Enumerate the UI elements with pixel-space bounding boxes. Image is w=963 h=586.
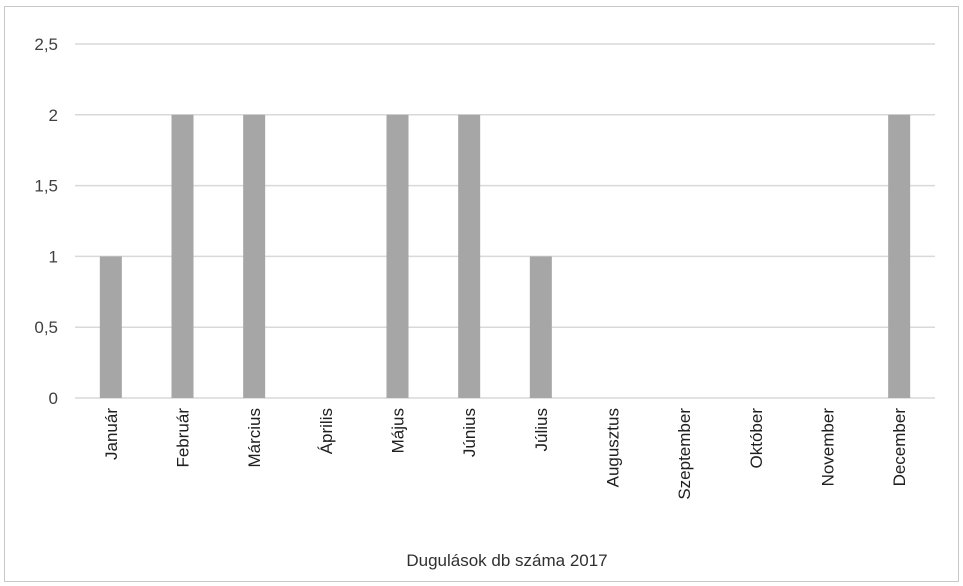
- bar: [530, 256, 552, 398]
- bar: [458, 115, 480, 398]
- x-axis-category-labels: Január Február Március Április Május Június Jú…: [102, 408, 909, 500]
- bar: [387, 115, 409, 398]
- x-category-label: Június: [460, 408, 479, 457]
- x-axis-title: Dugulások db száma 2017: [406, 551, 607, 570]
- y-axis-tick-labels: 0 0,5 1 1,5 2 2,5: [34, 35, 58, 408]
- bar: [243, 115, 265, 398]
- x-category-label: Május: [389, 408, 408, 453]
- x-category-label: Augusztus: [604, 408, 623, 487]
- x-category-label: December: [890, 408, 909, 487]
- y-tick-label: 2: [49, 106, 58, 125]
- x-category-label: Január: [102, 408, 121, 460]
- x-category-label: Április: [317, 408, 336, 454]
- x-category-label: Október: [747, 408, 766, 469]
- x-category-label: Március: [245, 408, 264, 468]
- x-category-label: Február: [174, 408, 193, 468]
- bar: [172, 115, 194, 398]
- gridlines: [75, 44, 935, 398]
- x-category-label: November: [819, 408, 838, 487]
- y-tick-label: 0,5: [34, 318, 58, 337]
- x-category-label: Július: [532, 408, 551, 451]
- y-tick-label: 1,5: [34, 177, 58, 196]
- y-tick-label: 2,5: [34, 35, 58, 54]
- bar: [888, 115, 910, 398]
- bar: [100, 256, 122, 398]
- x-category-label: Szeptember: [675, 408, 694, 500]
- y-tick-label: 0: [49, 389, 58, 408]
- y-tick-label: 1: [49, 247, 58, 266]
